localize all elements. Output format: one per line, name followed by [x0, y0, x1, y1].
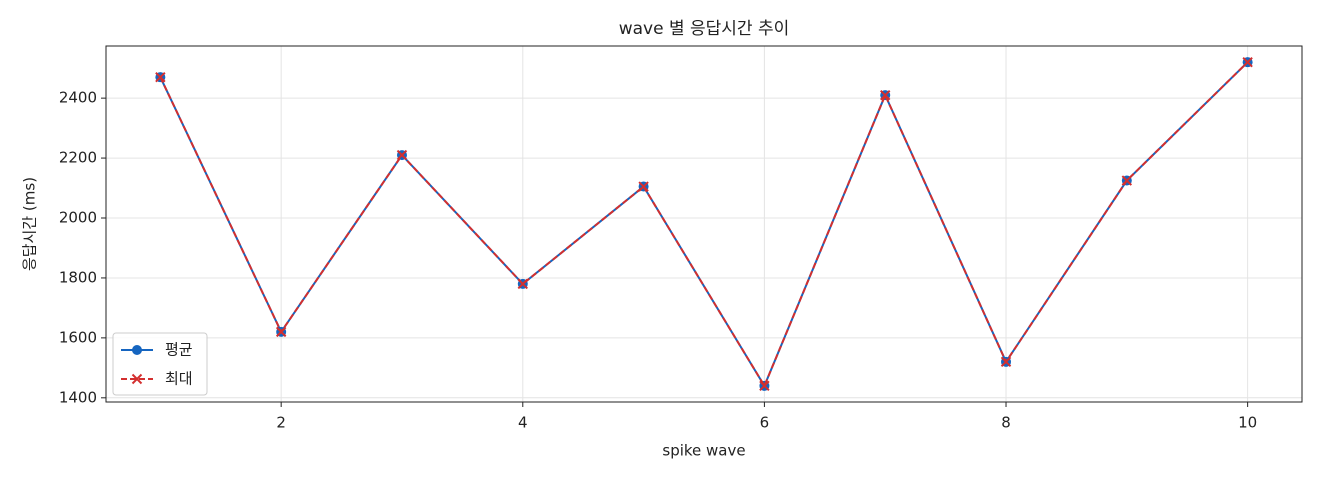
- y-tick-label: 1800: [59, 268, 97, 286]
- chart-title: wave 별 응답시간 추이: [619, 19, 790, 39]
- x-tick-label: 2: [276, 414, 286, 432]
- marker: [880, 89, 891, 101]
- marker: [396, 149, 408, 161]
- series-line: [159, 61, 1249, 389]
- marker: [1242, 56, 1253, 68]
- legend-marker: [131, 373, 143, 385]
- marker: [1000, 356, 1012, 368]
- x-tick-label: 6: [760, 414, 770, 432]
- y-tick-label: 2400: [59, 89, 97, 107]
- x-tick-label: 8: [1001, 414, 1011, 432]
- plot-frame: [105, 45, 1303, 403]
- y-tick-label: 1400: [59, 388, 97, 406]
- marker: [517, 278, 528, 290]
- marker: [155, 71, 166, 83]
- marker: [638, 181, 649, 192]
- marker: [275, 326, 287, 338]
- y-tick-label: 1600: [59, 328, 97, 346]
- legend-label: 최대: [165, 370, 193, 388]
- marker: [759, 380, 770, 392]
- marker: [1121, 175, 1133, 186]
- x-tick-label: 10: [1238, 414, 1257, 432]
- x-axis-label: spike wave: [662, 442, 745, 460]
- legend-label: 평균: [165, 341, 193, 359]
- legend-marker: [132, 345, 142, 355]
- series-line: [159, 61, 1249, 389]
- y-tick-label: 2000: [59, 209, 97, 227]
- legend-box: [112, 332, 208, 396]
- y-axis-label: 응답시간 (ms): [21, 177, 39, 271]
- x-tick-label: 4: [518, 414, 528, 432]
- y-tick-label: 2200: [59, 149, 97, 167]
